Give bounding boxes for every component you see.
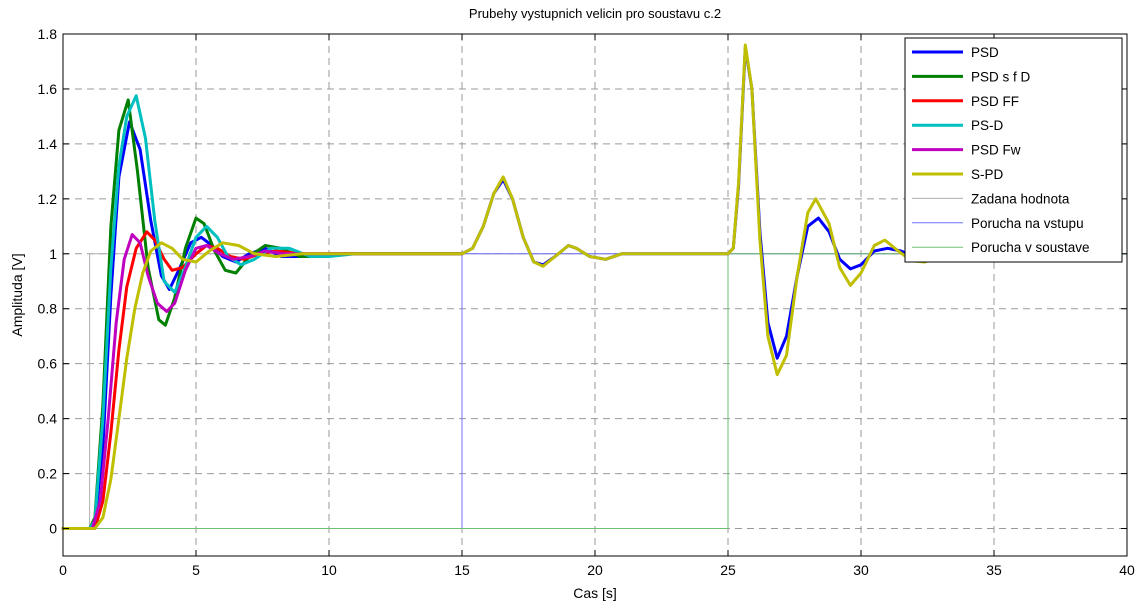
- x-axis: 0 5 10 15 20 25 30 35 40: [59, 34, 1135, 578]
- x-tick-label: 35: [986, 562, 1002, 578]
- x-tick-label: 10: [321, 562, 337, 578]
- y-tick-label: 0.4: [38, 411, 58, 427]
- y-tick-label: 0.2: [38, 466, 58, 482]
- y-tick-label: 1.6: [38, 81, 58, 97]
- series-lines: [61, 43, 943, 530]
- x-tick-label: 25: [720, 562, 736, 578]
- y-tick-label: 0.8: [38, 301, 58, 317]
- legend: PSD PSD s f D PSD FF PS-D PSD Fw S-PD Zadana h…: [904, 37, 1123, 263]
- legend-label: PSD FF: [971, 94, 1019, 109]
- legend-label: Porucha v soustave: [971, 240, 1090, 255]
- y-tick-label: 1.8: [38, 26, 58, 42]
- chart-title: Prubehy vystupnich velicin pro soustavu …: [469, 6, 721, 21]
- y-tick-label: 1.4: [38, 136, 58, 152]
- legend-label: Porucha na vstupu: [971, 216, 1084, 231]
- y-tick-label: 0.6: [38, 356, 58, 372]
- legend-label: PS-D: [971, 118, 1004, 133]
- y-tick-label: 0: [49, 521, 57, 537]
- legend-label: PSD s f D: [971, 69, 1031, 84]
- legend-label: Zadana hodnota: [971, 191, 1070, 206]
- x-axis-title: Cas [s]: [573, 585, 617, 601]
- x-tick-label: 0: [59, 562, 67, 578]
- y-tick-label: 1: [49, 246, 57, 262]
- series-line-s-pd: [61, 43, 943, 530]
- x-tick-label: 30: [853, 562, 869, 578]
- x-tick-label: 15: [454, 562, 470, 578]
- y-axis: 0 0.2 0.4 0.6 0.8 1 1.2 1.4 1.6 1.8: [38, 26, 1127, 537]
- x-tick-label: 40: [1119, 562, 1135, 578]
- legend-label: S-PD: [971, 167, 1004, 182]
- series-line-psd-ff: [61, 230, 464, 530]
- y-axis-title: Amplituda [V]: [9, 253, 25, 336]
- series-line-psd-fw: [61, 233, 464, 530]
- x-tick-label: 5: [192, 562, 200, 578]
- y-tick-label: 1.2: [38, 191, 58, 207]
- legend-label: PSD Fw: [971, 143, 1021, 158]
- x-tick-label: 20: [587, 562, 603, 578]
- legend-label: PSD: [971, 45, 999, 60]
